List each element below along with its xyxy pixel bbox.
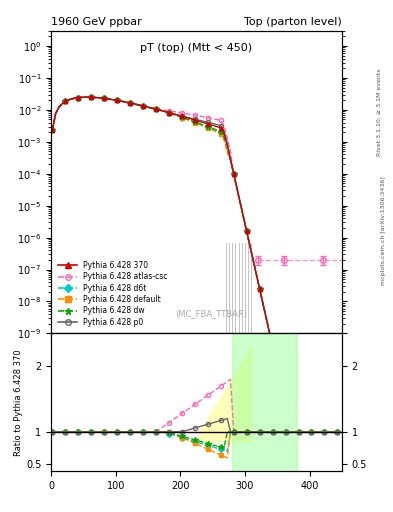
Text: (MC_FBA_TTBAR): (MC_FBA_TTBAR) (175, 309, 247, 318)
Text: 1960 GeV ppbar: 1960 GeV ppbar (51, 17, 142, 27)
Legend: Pythia 6.428 370, Pythia 6.428 atlas-csc, Pythia 6.428 d6t, Pythia 6.428 default: Pythia 6.428 370, Pythia 6.428 atlas-csc… (55, 258, 171, 330)
Text: Rivet 3.1.10; ≥ 3.1M events: Rivet 3.1.10; ≥ 3.1M events (377, 69, 382, 157)
Text: mcplots.cern.ch [arXiv:1306.3436]: mcplots.cern.ch [arXiv:1306.3436] (381, 176, 386, 285)
Text: pT (top) (Mtt < 450): pT (top) (Mtt < 450) (140, 43, 253, 53)
Text: Top (parton level): Top (parton level) (244, 17, 342, 27)
Y-axis label: Ratio to Pythia 6.428 370: Ratio to Pythia 6.428 370 (14, 349, 23, 456)
